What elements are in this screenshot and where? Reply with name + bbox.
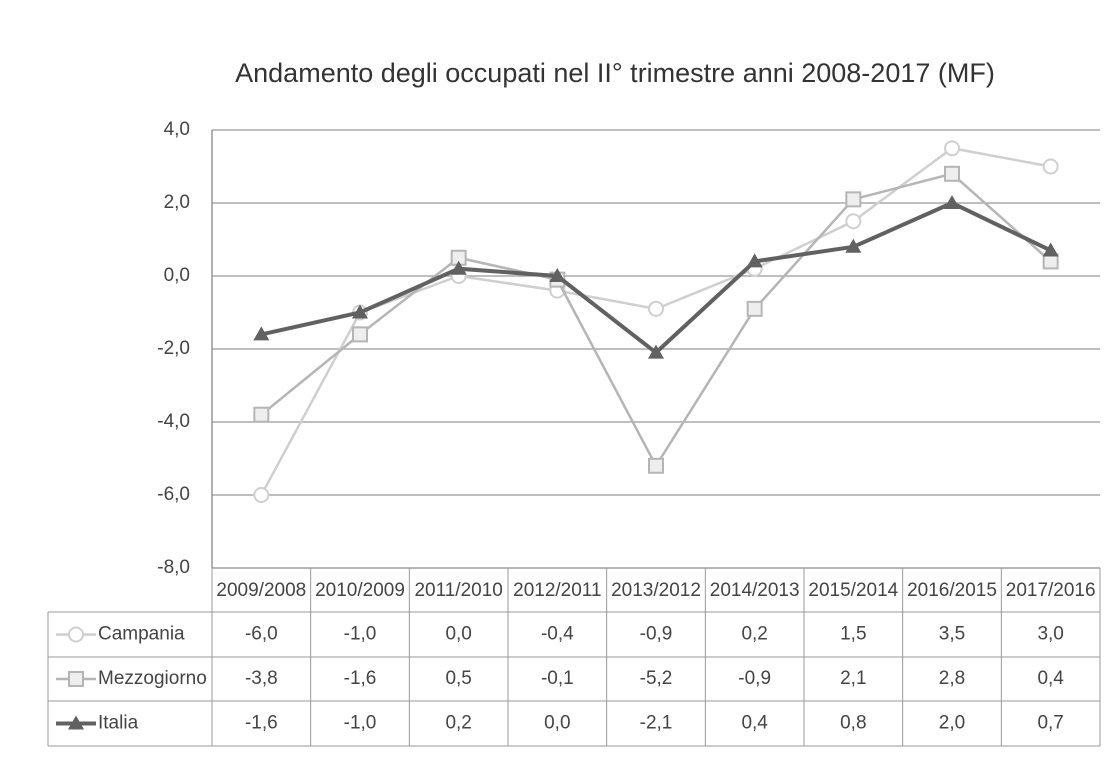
point: [746, 300, 763, 317]
x-tick-label: 2017/2016: [1006, 580, 1096, 601]
table-cell: 0,0: [445, 624, 471, 645]
chart-title: Andamento degli occupati nel II° trimest…: [235, 58, 995, 88]
point: [845, 191, 862, 208]
point: [944, 195, 960, 209]
table-cell: 3,5: [939, 624, 965, 645]
x-tick-label: 2014/2013: [710, 580, 800, 601]
series-line: [260, 200, 1052, 356]
legend-marker: [68, 671, 84, 687]
y-tick-label: 0,0: [164, 265, 190, 286]
table-cell: 0,2: [445, 713, 471, 734]
table-cell: -5,2: [640, 668, 673, 689]
y-tick-label: -6,0: [157, 484, 190, 505]
x-tick-label: 2012/2011: [513, 580, 601, 601]
x-tick-label: 2011/2010: [414, 580, 502, 601]
point: [450, 260, 467, 275]
legend-label: Campania: [98, 624, 185, 645]
point: [1042, 253, 1059, 270]
y-tick-label: 4,0: [164, 119, 190, 140]
point: [845, 213, 862, 230]
table-cell: 2,0: [939, 713, 965, 734]
point: [746, 253, 763, 268]
point: [253, 406, 270, 423]
table-cell: -1,6: [344, 668, 377, 689]
table-cell: -1,0: [344, 713, 377, 734]
y-tick-label: 2,0: [164, 192, 190, 213]
table-cell: 0,4: [1037, 668, 1064, 689]
y-tick-label: -2,0: [157, 338, 190, 359]
table-cell: -1,0: [344, 624, 377, 645]
point: [845, 238, 862, 253]
point: [352, 304, 368, 319]
table-cell: 0,2: [741, 624, 767, 645]
table-cell: 0,4: [741, 713, 768, 734]
table-cell: -0,4: [541, 624, 574, 645]
table-cell: -0,9: [738, 668, 771, 689]
point: [944, 165, 960, 182]
table-cell: 0,8: [840, 713, 866, 734]
table-cell: -0,9: [640, 624, 673, 645]
point: [648, 300, 664, 317]
table-cell: 0,7: [1037, 713, 1063, 734]
point: [549, 268, 566, 282]
point: [648, 344, 664, 359]
point: [352, 326, 368, 343]
table-cell: 0,0: [544, 713, 570, 734]
point: [1042, 242, 1059, 257]
y-tick-label: -8,0: [157, 557, 190, 578]
x-tick-label: 2010/2009: [315, 580, 405, 601]
table-cell: 2,1: [840, 668, 866, 689]
table-cell: -2,1: [640, 713, 673, 734]
table-cell: 3,0: [1037, 624, 1063, 645]
legend-marker: [68, 715, 84, 730]
y-tick-label: -4,0: [157, 411, 190, 432]
table-cell: 0,5: [445, 668, 471, 689]
table-cell: -0,1: [541, 668, 574, 689]
table-cell: -6,0: [245, 624, 278, 645]
legend-label: Mezzogiorno: [98, 668, 207, 689]
x-tick-label: 2016/2015: [907, 580, 997, 601]
table-cell: -3,8: [245, 668, 278, 689]
table-cell: -1,6: [245, 713, 278, 734]
table-cell: 2,8: [939, 668, 965, 689]
point: [648, 457, 664, 474]
point: [253, 487, 270, 503]
legend-marker: [68, 626, 84, 643]
point: [1042, 158, 1059, 175]
x-tick-label: 2009/2008: [216, 580, 306, 601]
x-tick-label: 2015/2014: [808, 580, 898, 601]
point: [253, 326, 270, 341]
table-cell: 1,5: [840, 624, 866, 645]
x-tick-label: 2013/2012: [611, 580, 701, 601]
point: [944, 140, 960, 157]
legend-label: Italia: [98, 713, 139, 734]
series-line: [260, 146, 1051, 496]
